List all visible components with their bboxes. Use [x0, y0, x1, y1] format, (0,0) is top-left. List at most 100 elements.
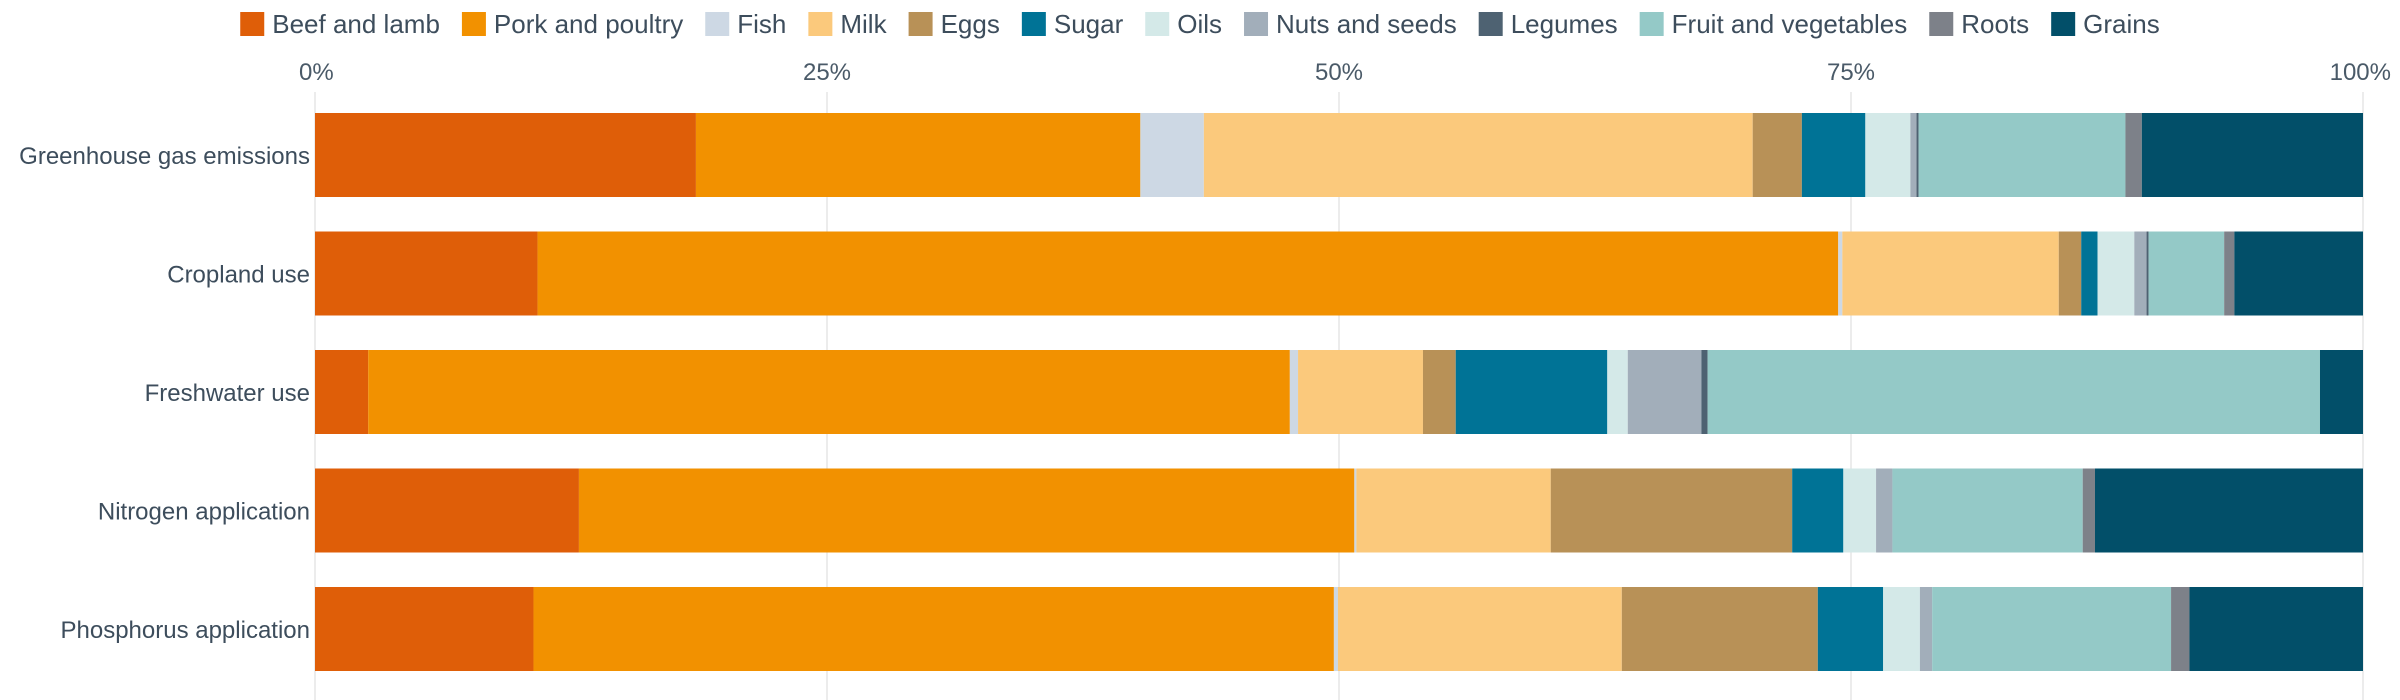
bar-segment[interactable]: [2146, 231, 2149, 316]
bar-segment[interactable]: [1817, 587, 1884, 671]
bar-segment[interactable]: [1865, 113, 1911, 197]
bar-segment[interactable]: [315, 587, 534, 671]
bar-segment[interactable]: [533, 587, 1334, 671]
legend-label: Oils: [1177, 9, 1222, 39]
legend-swatch: [1478, 12, 1503, 36]
bar-segment[interactable]: [315, 113, 696, 197]
legend-swatch: [1021, 12, 1046, 36]
legend-swatch: [1639, 12, 1664, 36]
bar-row: [315, 113, 2363, 197]
legend-label: Fruit and vegetables: [1672, 9, 1908, 39]
legend-item: Fish: [705, 9, 786, 39]
bar-segment[interactable]: [1842, 231, 2059, 316]
legend-label: Beef and lamb: [272, 9, 440, 39]
chart-legend: Beef and lamb Pork and poultry Fish Milk Egg…: [240, 9, 2160, 39]
category-label: Nitrogen application: [98, 499, 310, 526]
legend-swatch: [705, 12, 730, 36]
legend-item: Beef and lamb: [240, 9, 440, 39]
bar-segment[interactable]: [1876, 468, 1893, 553]
legend-label: Fish: [737, 9, 786, 39]
bar-segment[interactable]: [1298, 350, 1423, 434]
bar-segment[interactable]: [1932, 587, 2172, 671]
bar-segment[interactable]: [1140, 113, 1204, 197]
bar-segment[interactable]: [1843, 468, 1877, 553]
bar-row: [315, 587, 2363, 671]
x-tick-label: 75%: [1827, 59, 1875, 86]
category-labels: Greenhouse gas emissions Cropland use Fres…: [19, 143, 310, 644]
bar-segment[interactable]: [1801, 113, 1866, 197]
bar-segment[interactable]: [1337, 587, 1622, 671]
bar-segment[interactable]: [1707, 350, 2320, 434]
legend-item: Nuts and seeds: [1244, 9, 1457, 39]
bar-segment[interactable]: [1701, 350, 1708, 434]
bar-segment[interactable]: [1550, 468, 1793, 553]
bar-segment[interactable]: [368, 350, 1290, 434]
bar-segment[interactable]: [1621, 587, 1818, 671]
legend-item: Pork and poultry: [461, 9, 683, 39]
bar-segment[interactable]: [2058, 231, 2082, 316]
x-tick-label: 0%: [299, 59, 334, 86]
bar-segment[interactable]: [315, 350, 369, 434]
legend-label: Grains: [2083, 9, 2160, 39]
bar-segment[interactable]: [1354, 468, 1357, 553]
category-label: Phosphorus application: [60, 617, 310, 644]
bar-segment[interactable]: [2171, 587, 2190, 671]
bar-segment[interactable]: [1919, 587, 1933, 671]
bar-segment[interactable]: [1918, 113, 2126, 197]
legend-swatch: [240, 12, 265, 36]
x-tick-label: 100%: [2330, 59, 2391, 86]
bar-segment[interactable]: [578, 468, 1355, 553]
bar-segment[interactable]: [2082, 468, 2095, 553]
legend-swatch: [461, 12, 486, 36]
bar-segment[interactable]: [1333, 587, 1338, 671]
bar-segment[interactable]: [1607, 350, 1628, 434]
bar-segment[interactable]: [695, 113, 1141, 197]
bar-segment[interactable]: [2189, 587, 2363, 671]
legend-label: Milk: [840, 9, 887, 39]
bar-segment[interactable]: [2141, 113, 2363, 197]
bar-segment[interactable]: [2097, 231, 2135, 316]
bar-segment[interactable]: [1892, 468, 2083, 553]
bar-segment[interactable]: [2094, 468, 2363, 553]
bar-segment[interactable]: [1203, 113, 1753, 197]
bar-row: [315, 468, 2363, 553]
bar-segment[interactable]: [2234, 231, 2363, 316]
bar-segment[interactable]: [2125, 113, 2142, 197]
bar-segment[interactable]: [1883, 587, 1920, 671]
x-tick-label: 25%: [803, 59, 851, 86]
category-label: Greenhouse gas emissions: [19, 143, 310, 170]
bar-segment[interactable]: [2134, 231, 2147, 316]
legend-swatch: [1244, 12, 1269, 36]
legend-item: Roots: [1929, 9, 2029, 39]
category-label: Freshwater use: [145, 380, 310, 407]
legend-label: Sugar: [1054, 9, 1124, 39]
bar-segment[interactable]: [1455, 350, 1608, 434]
bar-row: [315, 231, 2363, 316]
bar-segment[interactable]: [315, 468, 579, 553]
legend-swatch: [808, 12, 833, 36]
legend-label: Legumes: [1511, 9, 1618, 39]
bar-segment[interactable]: [2081, 231, 2098, 316]
bar-segment[interactable]: [1356, 468, 1551, 553]
bar-segment[interactable]: [537, 231, 1839, 316]
bar-segment[interactable]: [315, 231, 538, 316]
bar-segment[interactable]: [1627, 350, 1702, 434]
bar-segment[interactable]: [2148, 231, 2225, 316]
bar-segment[interactable]: [1910, 113, 1917, 197]
legend-item: Oils: [1145, 9, 1222, 39]
bar-segment[interactable]: [1916, 113, 1919, 197]
bar-segment[interactable]: [2319, 350, 2363, 434]
bar-segment[interactable]: [1838, 231, 1843, 316]
legend-item: Milk: [808, 9, 888, 39]
bar-segment[interactable]: [1422, 350, 1456, 434]
legend-item: Sugar: [1021, 9, 1124, 39]
bar-segment[interactable]: [1792, 468, 1844, 553]
legend-item: Fruit and vegetables: [1639, 9, 1908, 39]
bar-segment[interactable]: [1289, 350, 1299, 434]
x-tick-label: 50%: [1315, 59, 1363, 86]
legend-label: Pork and poultry: [494, 9, 683, 39]
bar-segment[interactable]: [1752, 113, 1802, 197]
bars: [315, 113, 2363, 671]
bar-segment[interactable]: [2224, 231, 2235, 316]
